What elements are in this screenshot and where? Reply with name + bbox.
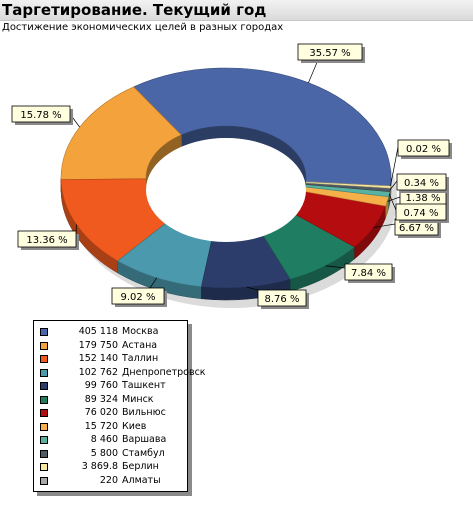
legend-label: Астана [122,339,158,351]
legend-swatch [40,409,48,417]
page-subtitle: Достижение экономических целей в разных … [2,22,284,33]
legend-label: Москва [122,326,159,337]
label-leader-line [389,180,398,191]
legend-value: 179 750 [78,339,118,351]
pct-label: 15.78 % [20,110,61,121]
legend-swatch [40,395,48,404]
legend-swatch [40,355,48,363]
legend-label: Минск [122,393,154,405]
legend-swatch [40,368,48,377]
pct-label: 9.02 % [121,292,156,303]
legend-value: 15 720 [84,420,118,432]
legend-swatch [40,422,48,431]
legend-label: Берлин [122,461,159,472]
label-leader-line [246,286,259,291]
pct-label: 8.76 % [265,294,300,305]
legend-label: Варшава [122,434,167,445]
pct-label: 7.84 % [351,268,386,279]
legend-value: 152 140 [78,353,118,364]
legend-swatch [40,463,48,471]
label-leader-line [308,59,319,83]
legend-value: 3 869.8 [81,461,118,472]
legend-label: Днепропетровск [122,366,206,378]
label-box [11,105,71,123]
legend-value: 5 800 [90,447,118,459]
legend-swatch [40,476,48,485]
label-leader-line [387,196,401,202]
pct-label: 35.57 % [309,48,350,59]
pct-label: 6.67 % [399,223,434,234]
label-leader-line [373,223,396,228]
legend-swatch [40,341,48,350]
legend-value: 405 118 [78,326,118,337]
legend-value: 8 460 [90,434,118,445]
label-leader-line [388,194,397,211]
legend-label: Вильнюс [122,407,166,418]
label-box [397,139,450,157]
page-title: Таргетирование. Текущий год [2,1,267,19]
title-bar: Таргетирование. Текущий год [0,0,473,21]
label-leader-line [390,146,399,186]
legend-value: 89 324 [84,393,118,405]
legend-label: Алматы [122,474,161,486]
label-leader-line [149,277,158,289]
legend-swatch [40,328,48,336]
legend-label: Киев [122,420,147,432]
pct-label: 13.36 % [26,235,67,246]
label-box [396,173,447,191]
legend-value: 102 762 [78,366,118,378]
label-box [17,230,77,248]
label-box [297,43,363,61]
legend-value: 220 [99,474,118,486]
label-box [344,263,393,281]
label-box [257,289,307,307]
pct-label: 0.34 % [404,178,439,189]
slice-inner-wall [146,134,182,190]
legend-label: Стамбул [122,447,165,459]
legend-label: Ташкент [122,380,166,391]
label-leader-line [325,265,346,269]
legend-value: 76 020 [84,407,118,418]
pct-label: 0.74 % [404,208,439,219]
legend-swatch [40,449,48,458]
label-box [111,287,165,305]
legend-swatch [40,382,48,390]
slice-inner-wall [181,126,306,190]
label-box [395,203,447,221]
legend-label: Таллин [122,353,159,364]
legend-value: 99 760 [84,380,118,391]
donut-hole [146,138,306,242]
pct-label: 1.38 % [406,193,441,204]
chart-legend: 405 118 Москва 179 750 Астана 152 140 Таллин 1… [33,320,206,492]
pct-label: 0.02 % [406,144,441,155]
legend-swatch [40,436,48,444]
